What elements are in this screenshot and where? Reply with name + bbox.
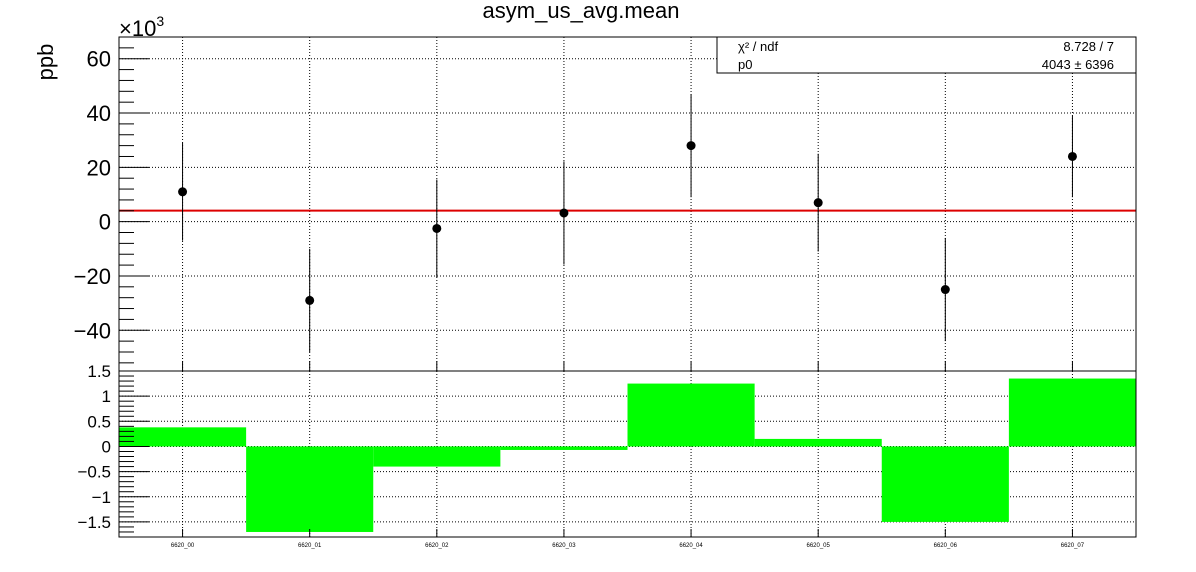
y-multiplier-exponent: 3: [156, 13, 164, 29]
y-tick-label: −1: [92, 488, 111, 507]
data-point: [178, 187, 188, 197]
y-tick-label: 0: [99, 210, 111, 235]
y-tick-label: 1: [102, 387, 111, 406]
residual-bar: [754, 438, 882, 447]
chart-title: asym_us_avg.mean: [483, 0, 680, 23]
residual-bars: [119, 378, 1136, 532]
bottom-frame: [118, 370, 1137, 538]
axis-ticks: [119, 36, 1073, 538]
error-bars: [182, 94, 1073, 352]
x-tick-label: 6620_01: [298, 543, 322, 549]
data-point: [686, 141, 696, 151]
y-tick-label: 60: [87, 47, 111, 72]
x-tick-label: 6620_03: [552, 543, 576, 549]
residual-bar: [881, 446, 1009, 522]
data-point: [1067, 151, 1077, 161]
y-tick-label: 40: [87, 101, 111, 126]
data-points: [178, 141, 1077, 305]
tick-labels: −40 −20 0 20 40 60 −1.5 −1 −0.5 0 0.5 1 1.5 6620_00 66…: [74, 47, 1085, 549]
stats-p0-value: 4043 ± 6396: [1042, 57, 1114, 72]
top-grid: [119, 37, 1136, 371]
data-point: [432, 223, 442, 233]
x-tick-label: 6620_06: [934, 543, 958, 549]
stats-box: χ² / ndf 8.728 / 7 p0 4043 ± 6396: [716, 36, 1137, 74]
y-tick-label: 0: [102, 437, 111, 456]
y-tick-label: −1.5: [77, 513, 111, 532]
residual-bar: [246, 446, 374, 532]
residual-bar: [627, 383, 755, 447]
data-point: [940, 285, 950, 295]
stats-chi2-value: 8.728 / 7: [1063, 39, 1114, 54]
y-tick-label: 1.5: [87, 362, 111, 381]
y-tick-label: −20: [74, 264, 111, 289]
x-tick-label: 6620_00: [171, 543, 195, 549]
y-tick-label: 20: [87, 155, 111, 180]
residual-bar: [500, 446, 628, 450]
y-axis-label: ppb: [33, 44, 58, 81]
plot-frames: [118, 36, 1137, 538]
y-multiplier-base: ×10: [119, 16, 156, 41]
data-point: [305, 295, 315, 305]
residual-bar: [373, 446, 501, 467]
residual-bar: [1008, 378, 1136, 447]
x-tick-label: 6620_02: [425, 543, 449, 549]
y-tick-label: 0.5: [87, 412, 111, 431]
x-tick-label: 6620_07: [1061, 543, 1085, 549]
stats-chi2-label: χ² / ndf: [738, 39, 778, 54]
x-tick-label: 6620_05: [807, 543, 831, 549]
y-multiplier: ×103: [119, 13, 164, 41]
y-tick-label: −40: [74, 318, 111, 343]
top-frame: [118, 36, 1137, 372]
data-point: [559, 208, 569, 218]
data-point: [813, 198, 823, 208]
residual-bar: [119, 427, 247, 447]
y-tick-label: −0.5: [77, 463, 111, 482]
stats-p0-label: p0: [738, 57, 752, 72]
x-tick-label: 6620_04: [679, 543, 703, 549]
